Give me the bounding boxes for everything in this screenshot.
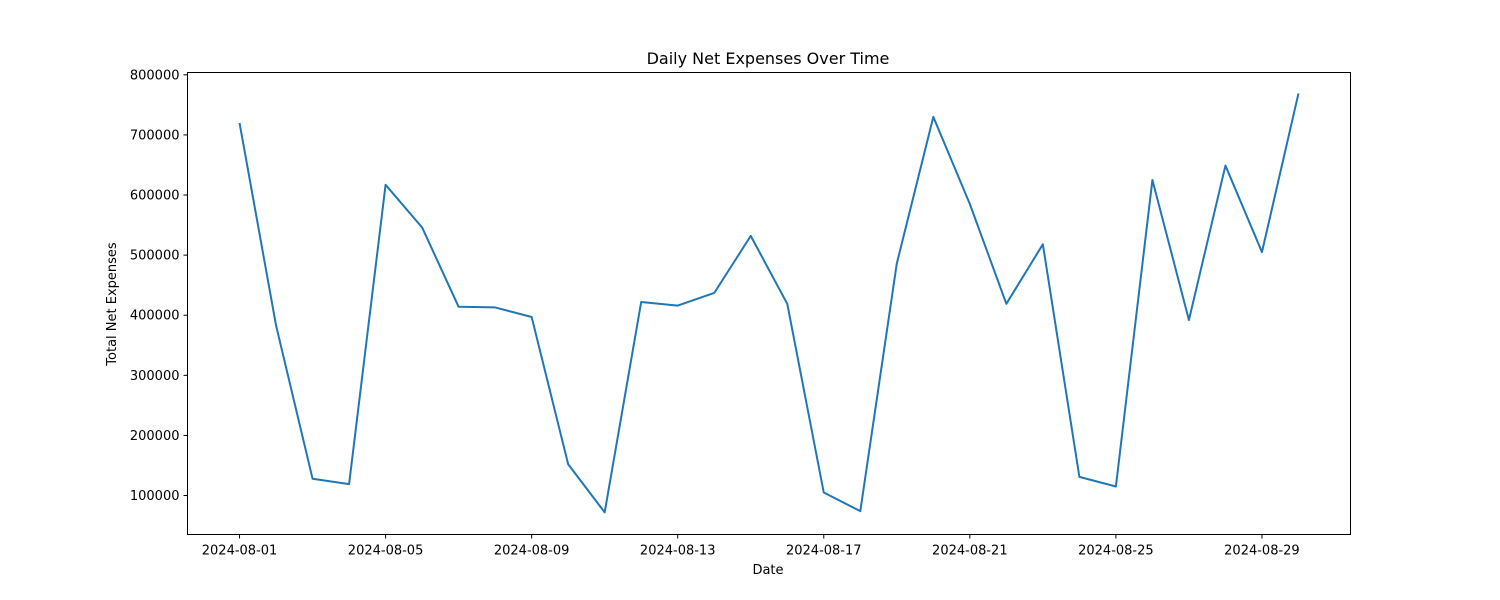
- x-axis-ticks: 2024-08-01 2024-08-05 2024-08-09 2024-08-13…: [202, 534, 1300, 559]
- y-tick-label: 200000: [130, 429, 180, 444]
- y-tick-label: 300000: [130, 369, 180, 384]
- series-layer: [238, 93, 1300, 514]
- x-tick-label: 2024-08-13: [640, 544, 716, 559]
- x-tick-label: 2024-08-01: [202, 544, 278, 559]
- chart-title: Daily Net Expenses Over Time: [647, 49, 890, 68]
- y-tick-label: 700000: [130, 128, 180, 143]
- x-tick-label: 2024-08-25: [1078, 544, 1154, 559]
- x-axis-label: Date: [752, 563, 783, 578]
- plot-area-frame: [187, 72, 1351, 535]
- y-tick-label: 600000: [130, 189, 180, 204]
- y-axis-label: Total Net Expenses: [105, 242, 120, 367]
- x-tick-label: 2024-08-05: [348, 544, 424, 559]
- y-axis-ticks: 100000 200000 300000 400000 500000 600000 7000…: [130, 68, 188, 504]
- y-tick-label: 400000: [130, 309, 180, 324]
- y-tick-label: 800000: [130, 68, 180, 83]
- series-line: [238, 93, 1300, 514]
- x-tick-label: 2024-08-21: [932, 544, 1008, 559]
- x-tick-label: 2024-08-29: [1224, 544, 1300, 559]
- y-tick-label: 500000: [130, 249, 180, 264]
- x-tick-label: 2024-08-09: [494, 544, 570, 559]
- y-tick-label: 100000: [130, 489, 180, 504]
- x-tick-label: 2024-08-17: [786, 544, 862, 559]
